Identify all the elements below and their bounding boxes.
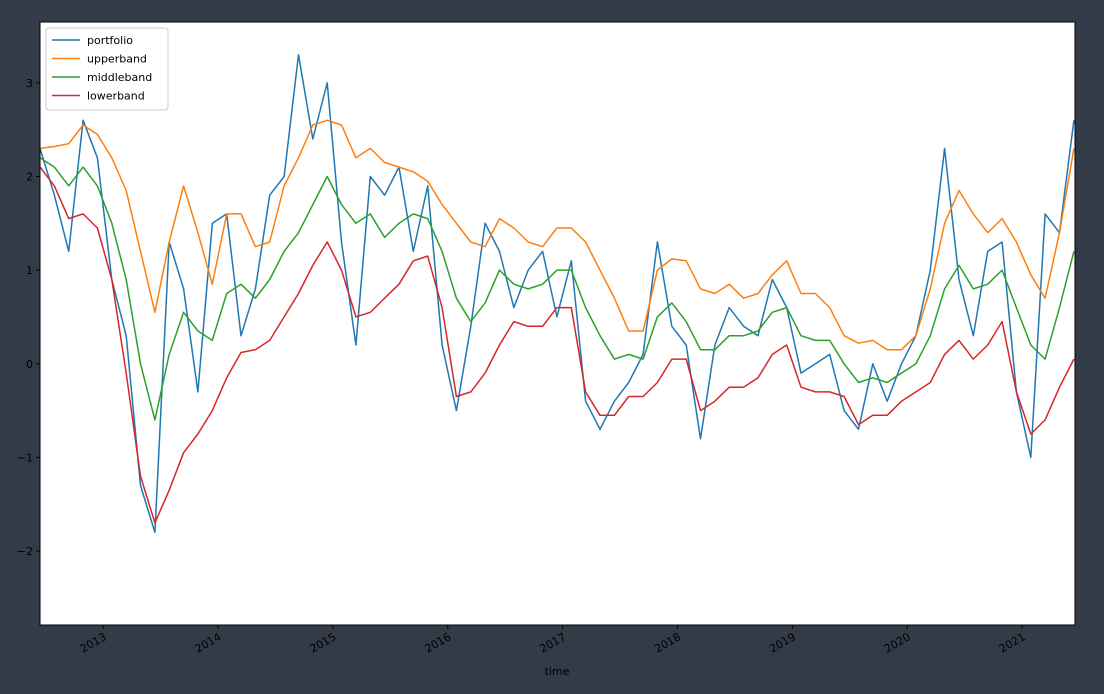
x-tick-label: 2018 — [652, 630, 683, 655]
x-tick-label: 2019 — [767, 630, 798, 655]
legend: portfolio upperband middleband lowerband — [45, 27, 169, 111]
x-tick-label: 2016 — [423, 630, 454, 655]
x-tick-label: 2020 — [882, 630, 913, 655]
y-tick-label: 3 — [26, 77, 33, 90]
plot-frame — [39, 21, 1076, 626]
y-tick-label: 2 — [26, 170, 33, 183]
legend-box — [45, 27, 169, 111]
legend-label: upperband — [87, 53, 147, 66]
legend-label: portfolio — [87, 34, 133, 47]
x-tick-label: 2021 — [997, 630, 1028, 655]
y-tick-label: 0 — [26, 358, 33, 371]
x-tick-label: 2014 — [193, 630, 224, 655]
series-line — [39, 54, 1075, 534]
x-axis-label: time — [545, 665, 570, 678]
y-tick-label: −2 — [17, 545, 33, 558]
legend-label: middleband — [87, 71, 152, 84]
series-line — [39, 119, 1075, 351]
x-tick-label: 2013 — [78, 630, 109, 655]
series-line — [39, 166, 1075, 524]
legend-label: lowerband — [87, 90, 145, 103]
plot-area — [40, 22, 1075, 625]
y-tick-label: −1 — [17, 451, 33, 464]
y-tick-label: 1 — [26, 264, 33, 277]
x-tick-label: 2017 — [537, 630, 568, 655]
x-tick-label: 2015 — [308, 630, 339, 655]
series-line — [39, 157, 1075, 421]
